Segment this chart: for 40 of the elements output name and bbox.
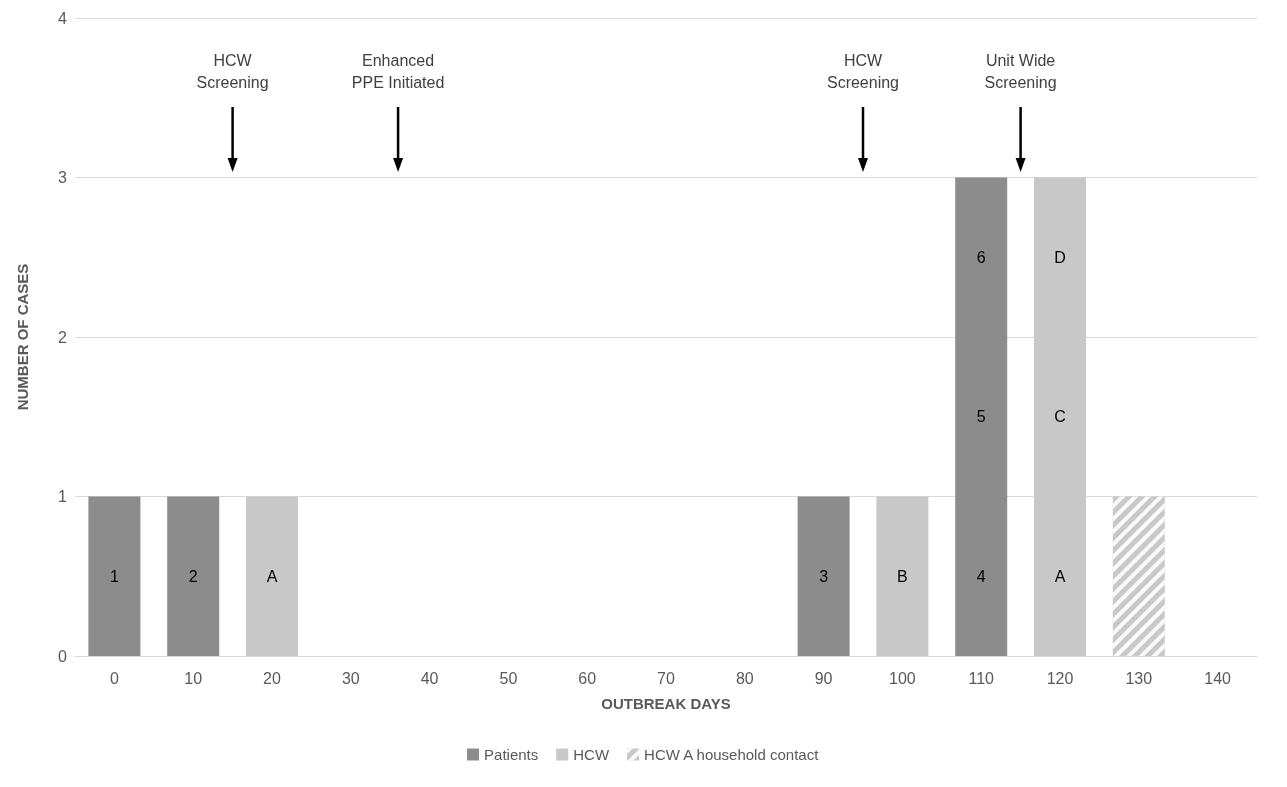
annotation: 2 bbox=[188, 567, 198, 585]
x-tick-label: 120 bbox=[1046, 669, 1074, 687]
y-tick-label: 2 bbox=[58, 328, 68, 346]
annotation: A bbox=[266, 567, 278, 585]
x-tick-label: 70 bbox=[657, 669, 675, 687]
x-tick-label: 40 bbox=[420, 669, 439, 687]
x-tick-label: 140 bbox=[1204, 669, 1232, 687]
ref-line-label: Enhanced PPE Initiated bbox=[351, 52, 445, 91]
ref-line-label: HCW Screening bbox=[826, 52, 900, 91]
x-tick-label: 100 bbox=[889, 669, 916, 687]
y-axis-title: NUMBER OF CASES bbox=[14, 263, 31, 411]
annotation: 5 bbox=[976, 408, 986, 426]
y-tick-label: 0 bbox=[58, 647, 68, 665]
legend-label: Patients bbox=[484, 746, 539, 763]
annotation: 4 bbox=[976, 567, 986, 585]
x-tick-label: 90 bbox=[814, 669, 833, 687]
annotation: B bbox=[897, 567, 908, 585]
annotation: D bbox=[1054, 248, 1066, 266]
x-tick-label: 130 bbox=[1125, 669, 1153, 687]
ref-line-label: HCW Screening bbox=[196, 52, 269, 91]
x-tick-label: 20 bbox=[263, 669, 281, 687]
x-tick-label: 0 bbox=[109, 669, 119, 687]
annotation: 6 bbox=[976, 248, 986, 266]
y-tick-label: 4 bbox=[58, 9, 68, 27]
legend-label: HCW A household contact bbox=[644, 746, 820, 763]
x-tick-label: 60 bbox=[578, 669, 597, 687]
x-tick-label: 80 bbox=[735, 669, 754, 687]
x-tick-label: 10 bbox=[184, 669, 203, 687]
x-tick-label: 110 bbox=[968, 669, 995, 687]
x-tick-label: 30 bbox=[341, 669, 360, 687]
annotation: 3 bbox=[819, 567, 829, 585]
x-tick-label: 50 bbox=[499, 669, 518, 687]
ref-line-label: Unit Wide Screening bbox=[984, 52, 1057, 91]
legend-label: HCW bbox=[573, 746, 610, 763]
annotation: 1 bbox=[109, 567, 119, 585]
y-tick-label: 3 bbox=[58, 169, 68, 186]
annotation: A bbox=[1054, 567, 1066, 585]
y-tick-label: 1 bbox=[58, 488, 68, 505]
x-axis-title: OUTBREAK DAYS bbox=[601, 695, 731, 712]
annotation: C bbox=[1054, 408, 1066, 426]
